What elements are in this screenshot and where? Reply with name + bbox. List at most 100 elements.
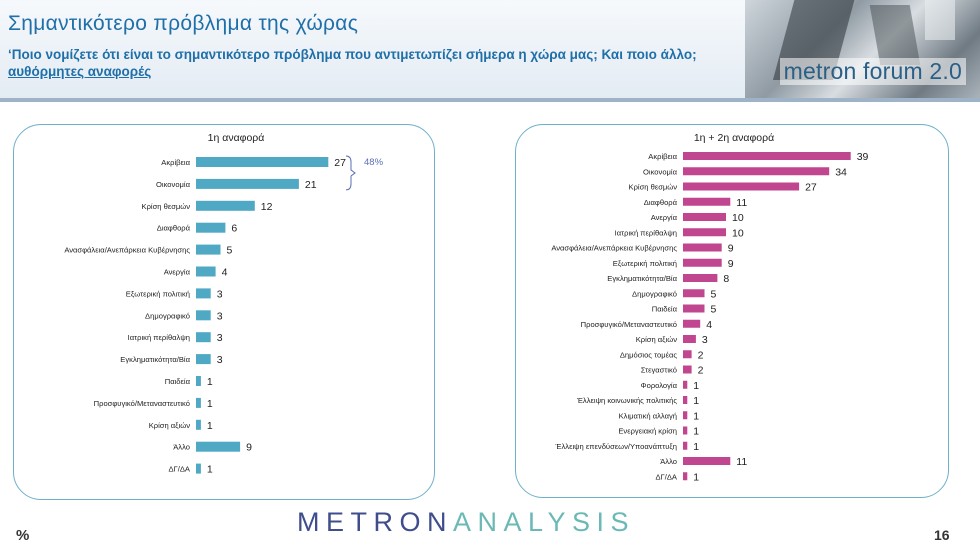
bar: [196, 266, 216, 277]
metron-analysis-logo: METRONANALYSIS: [297, 507, 636, 537]
category-label: ΔΓ/ΔΑ: [168, 465, 190, 474]
category-label: Στεγαστικό: [641, 366, 677, 375]
slide-header: Σημαντικότερο πρόβλημα της χώρας ‘Ποιο ν…: [0, 0, 980, 100]
forum-brand-label: metron forum 2.0: [779, 58, 966, 85]
value-label: 39: [857, 151, 869, 163]
chart-title: 1η αναφορά: [208, 132, 265, 144]
category-label: ΔΓ/ΔΑ: [655, 472, 677, 481]
category-label: Κρίση θεσμών: [142, 202, 191, 211]
category-label: Δημογραφικό: [145, 311, 190, 320]
bracket-percentage-label: 48%: [364, 157, 384, 168]
bar: [683, 457, 731, 465]
category-label: Εξωτερική πολιτική: [126, 289, 190, 298]
bar: [683, 274, 718, 282]
category-label: Ακρίβεια: [648, 152, 677, 161]
value-label: 1: [693, 426, 699, 438]
value-label: 2: [698, 349, 704, 361]
category-label: Εξωτερική πολιτική: [613, 259, 677, 268]
category-label: Ενεργειακή κρίση: [618, 427, 677, 436]
value-label: 4: [222, 267, 228, 279]
category-label: Εγκληματικότητα/Βία: [120, 355, 190, 364]
bar: [196, 244, 221, 255]
category-label: Ιατρική περίθαλψη: [615, 228, 677, 237]
question-text: ‘Ποιο νομίζετε ότι είναι το σημαντικότερ…: [8, 46, 748, 80]
value-label: 27: [334, 157, 346, 169]
forum-banner-image: metron forum 2.0: [745, 0, 980, 98]
category-label: Ανασφάλεια/Ανεπάρκεια Κυβέρνησης: [551, 244, 677, 253]
value-label: 10: [732, 212, 744, 224]
value-label: 3: [217, 354, 223, 366]
grouping-bracket: [345, 155, 356, 191]
category-label: Οικονομία: [156, 180, 191, 189]
category-label: Ανεργία: [651, 213, 678, 222]
value-label: 1: [207, 464, 213, 476]
page-title: Σημαντικότερο πρόβλημα της χώρας: [8, 12, 359, 35]
value-label: 1: [693, 410, 699, 422]
value-label: 3: [217, 288, 223, 300]
value-label: 21: [305, 179, 317, 191]
value-label: 1: [207, 376, 213, 388]
value-label: 9: [246, 442, 252, 454]
bar: [683, 380, 688, 389]
spontaneous-mentions-note: αυθόρμητες αναφορές: [8, 64, 152, 79]
bar: [196, 200, 255, 211]
category-label: Ιατρική περίθαλψη: [128, 333, 190, 342]
first-mention-chart: 1η αναφορά Ακρίβεια 27 Οικονομία 21 Κρίση θεσ…: [64, 132, 384, 476]
category-label: Φορολογία: [641, 381, 678, 390]
bar: [196, 222, 226, 233]
bar: [683, 441, 688, 450]
category-label: Άλλο: [173, 443, 190, 452]
bar: [683, 167, 830, 176]
combined-mentions-chart-panel: 1η + 2η αναφορά Ακρίβεια 39 Οικονομία 34 Κρίσ…: [515, 124, 949, 498]
category-label: Ανεργία: [164, 268, 191, 277]
bar: [683, 182, 800, 191]
category-label: Παιδεία: [165, 377, 191, 386]
first-mention-chart-panel: 1η αναφορά Ακρίβεια 27 Οικονομία 21 Κρίση θεσ…: [13, 124, 435, 500]
category-label: Οικονομία: [643, 167, 678, 176]
category-label: Δημόσιος τομέας: [620, 350, 678, 359]
value-label: 1: [207, 420, 213, 432]
bar: [196, 397, 201, 408]
value-label: 6: [231, 223, 237, 235]
bar: [196, 157, 329, 167]
value-label: 1: [693, 471, 699, 483]
bar: [196, 288, 211, 299]
bar: [683, 411, 688, 420]
category-label: Έλλειψη επενδύσεων/Υποανάπτυξη: [555, 442, 677, 451]
value-label: 9: [728, 258, 734, 270]
category-label: Κρίση αξιών: [149, 421, 190, 430]
bar: [683, 197, 731, 206]
category-label: Ακρίβεια: [161, 158, 190, 167]
category-label: Κλιματική αλλαγή: [619, 411, 677, 420]
value-label: 1: [693, 380, 699, 392]
value-label: 2: [698, 365, 704, 377]
bar: [683, 213, 726, 221]
value-label: 3: [217, 332, 223, 344]
page-number: 16: [934, 527, 950, 543]
category-label: Δημογραφικό: [632, 289, 677, 298]
category-label: Διαφθορά: [157, 224, 191, 233]
bar: [683, 258, 722, 267]
category-label: Κρίση θεσμών: [629, 183, 678, 192]
bar: [196, 354, 211, 365]
value-label: 1: [693, 395, 699, 407]
bar: [683, 396, 688, 404]
header-divider: [0, 98, 980, 102]
value-label: 1: [693, 441, 699, 453]
category-label: Άλλο: [660, 457, 677, 466]
bar: [683, 335, 696, 343]
value-label: 11: [736, 197, 747, 209]
category-label: Ανασφάλεια/Ανεπάρκεια Κυβέρνησης: [64, 246, 190, 255]
category-label: Προσφυγικό/Μεταναστευτικό: [581, 320, 677, 329]
chart-title: 1η + 2η αναφορά: [694, 132, 774, 144]
percent-unit-label: %: [16, 527, 30, 544]
bar: [683, 228, 726, 237]
value-label: 1: [207, 398, 213, 410]
bar: [196, 463, 201, 474]
bar: [196, 419, 201, 430]
value-label: 10: [732, 227, 744, 239]
category-label: Προσφυγικό/Μεταναστευτικό: [94, 399, 190, 408]
value-label: 27: [805, 182, 817, 194]
value-label: 5: [227, 245, 233, 257]
